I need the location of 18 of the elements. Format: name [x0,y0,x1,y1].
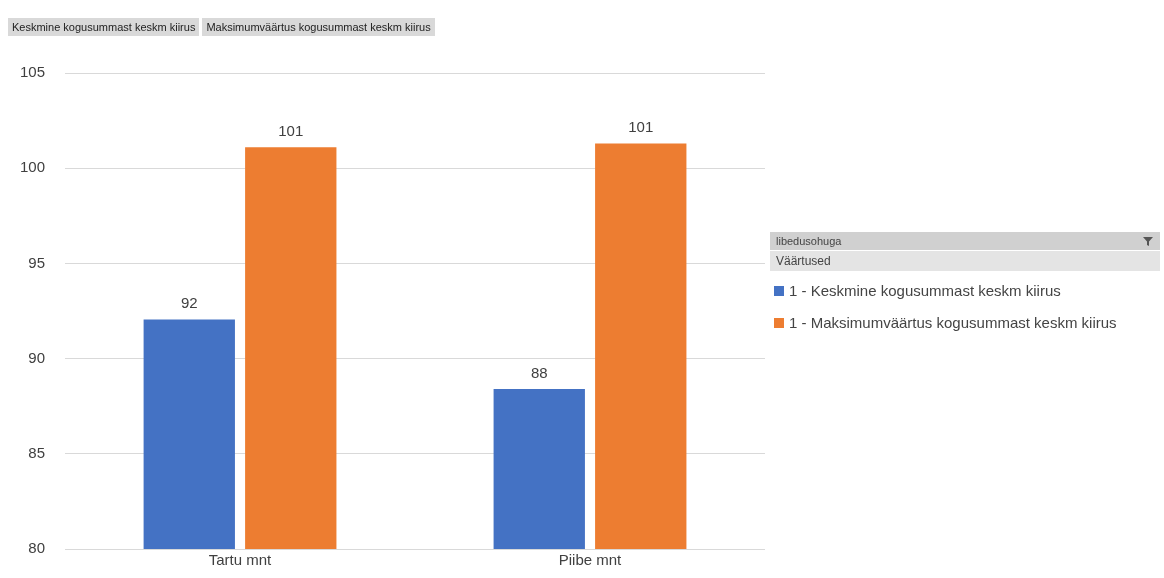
data-label: 101 [278,121,304,139]
x-tick-label: Piibe mnt [558,551,623,569]
data-label: 92 [180,294,198,312]
x-tick-label: Tartu mnt [208,551,273,569]
y-tick-label: 105 [20,63,46,81]
y-tick-label: 85 [28,443,46,461]
y-tick-label: 90 [28,348,46,366]
y-tick-label: 100 [20,158,46,176]
text: Maksimumväärtus kogusummast keskm kiirus [202,18,435,36]
text: Keskmine kogusummast keskm kiirus [8,18,200,36]
y-tick-label: 95 [28,253,46,271]
legend-label: 1 - Maksimumväärtus kogusummast keskm kiirus [789,313,1117,333]
data-label: 88 [530,363,548,381]
legend-label: 1 - Keskmine kogusummast keskm kiirus [789,281,1061,301]
data-label: 101 [628,118,654,136]
legend-title: libedusohuga [776,235,842,247]
y-tick-label: 80 [28,539,46,557]
text: Väärtused [770,251,1160,271]
